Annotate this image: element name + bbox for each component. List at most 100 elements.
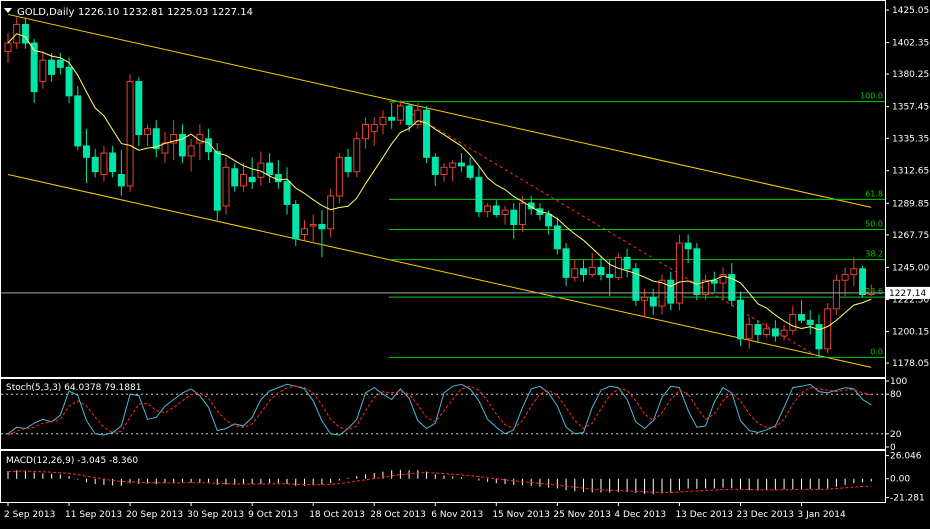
price-tick-label: 1402.35 <box>892 39 929 49</box>
candle <box>702 274 710 301</box>
candle-body <box>798 314 806 321</box>
moving-average-line <box>7 33 872 331</box>
chart-header: GOLD,Daily 1226.10 1232.81 1225.03 1227.… <box>4 7 253 18</box>
candle <box>21 17 29 49</box>
fibonacci-retracement: 100.0 61.8 50.0 38.2 23.6 0.0 <box>389 92 885 358</box>
candle-body <box>388 116 396 121</box>
candle-body <box>91 156 99 173</box>
candle <box>754 320 762 344</box>
time-axis: 2 Sep 2013 11 Sep 2013 20 Sep 2013 30 Sep 2… <box>4 502 846 520</box>
price-tick-label: 1178.05 <box>892 359 929 369</box>
candle-body <box>48 59 56 75</box>
candle <box>763 323 771 338</box>
candle <box>440 163 448 182</box>
symbol-title: GOLD,Daily <box>17 7 74 18</box>
candle <box>771 320 779 342</box>
candle <box>309 214 317 244</box>
candle <box>571 260 579 282</box>
time-tick-label: 4 Dec 2013 <box>614 510 666 520</box>
candle <box>527 195 535 215</box>
candle-body <box>693 248 701 296</box>
candle <box>667 271 675 311</box>
candle <box>736 291 744 346</box>
candle <box>109 145 117 178</box>
candle <box>4 33 12 64</box>
dropdown-triangle-icon[interactable] <box>4 8 12 13</box>
macd-tick-label: -21.281 <box>890 494 925 504</box>
candle <box>466 157 474 181</box>
price-panel-border <box>0 0 886 378</box>
candle <box>658 274 666 315</box>
candle <box>414 103 422 129</box>
time-tick-label: 23 Dec 2013 <box>736 510 794 520</box>
candle-body <box>170 133 178 144</box>
candle <box>39 53 47 89</box>
candle-body <box>475 176 483 213</box>
candle-body <box>580 268 588 276</box>
fibonacci-level-label: 61.8 <box>865 189 883 198</box>
stochastic-title: Stoch(5,3,3) 64.0378 79.1881 <box>6 383 141 393</box>
candle <box>353 131 361 178</box>
candle-body <box>562 248 570 278</box>
candle <box>798 300 806 324</box>
candle-body <box>362 123 370 140</box>
candle-body <box>824 308 832 350</box>
candle-body <box>335 156 343 197</box>
candle <box>257 151 265 186</box>
price-tick-label: 1222.50 <box>892 296 929 306</box>
price-tick-label: 1312.65 <box>892 167 929 177</box>
candle <box>344 148 352 178</box>
candle-body <box>82 145 90 158</box>
price-tick-label: 1335.35 <box>892 134 929 144</box>
candle <box>675 234 683 311</box>
time-tick-label: 3 Jan 2014 <box>798 510 846 520</box>
candle-body <box>39 59 47 83</box>
candle <box>710 271 718 292</box>
candle-body <box>545 214 553 227</box>
fibonacci-level-label: 0.0 <box>870 347 883 356</box>
candle-body <box>100 152 108 175</box>
candle-body <box>815 324 823 350</box>
macd-tick-label: 0.00 <box>890 475 910 485</box>
candle <box>449 160 457 182</box>
candle-body <box>841 274 849 281</box>
candle <box>388 103 396 129</box>
candle-body <box>117 173 125 187</box>
candle <box>457 153 465 172</box>
candle-body <box>675 242 683 304</box>
candle <box>370 117 378 146</box>
candle-body <box>56 59 64 68</box>
candle <box>100 145 108 182</box>
candle <box>13 17 21 49</box>
time-tick-label: 11 Sep 2013 <box>65 510 122 520</box>
stochastic-panel-border <box>0 378 886 450</box>
candle <box>719 267 727 301</box>
candle <box>170 120 178 161</box>
macd-panel-border <box>0 450 886 503</box>
price-tick-label: 1267.75 <box>892 231 929 241</box>
candle-body <box>492 205 500 216</box>
price-tick-label: 1245.00 <box>892 263 929 273</box>
candle-body <box>789 314 797 331</box>
candle-body <box>763 328 771 336</box>
time-tick-label: 28 Oct 2013 <box>370 510 426 520</box>
candle-body <box>213 151 221 211</box>
macd-signal-line <box>7 470 872 494</box>
candle-body <box>606 274 614 278</box>
candle <box>475 167 483 218</box>
fibonacci-level-label: 100.0 <box>860 92 883 101</box>
candle-body <box>484 205 492 213</box>
candle-body <box>518 202 526 226</box>
candle <box>510 203 518 239</box>
macd-indicator: 26.046 0.00 -21.281 <box>7 452 925 504</box>
candle-body <box>65 66 73 97</box>
price-tick-label: 1357.45 <box>892 103 929 113</box>
candle <box>283 167 291 215</box>
candle <box>144 124 152 146</box>
candle-body <box>501 209 509 216</box>
time-tick-label: 2 Sep 2013 <box>4 510 55 520</box>
time-tick-label: 30 Sep 2013 <box>187 510 244 520</box>
candle-body <box>144 128 152 135</box>
candle <box>248 157 256 189</box>
